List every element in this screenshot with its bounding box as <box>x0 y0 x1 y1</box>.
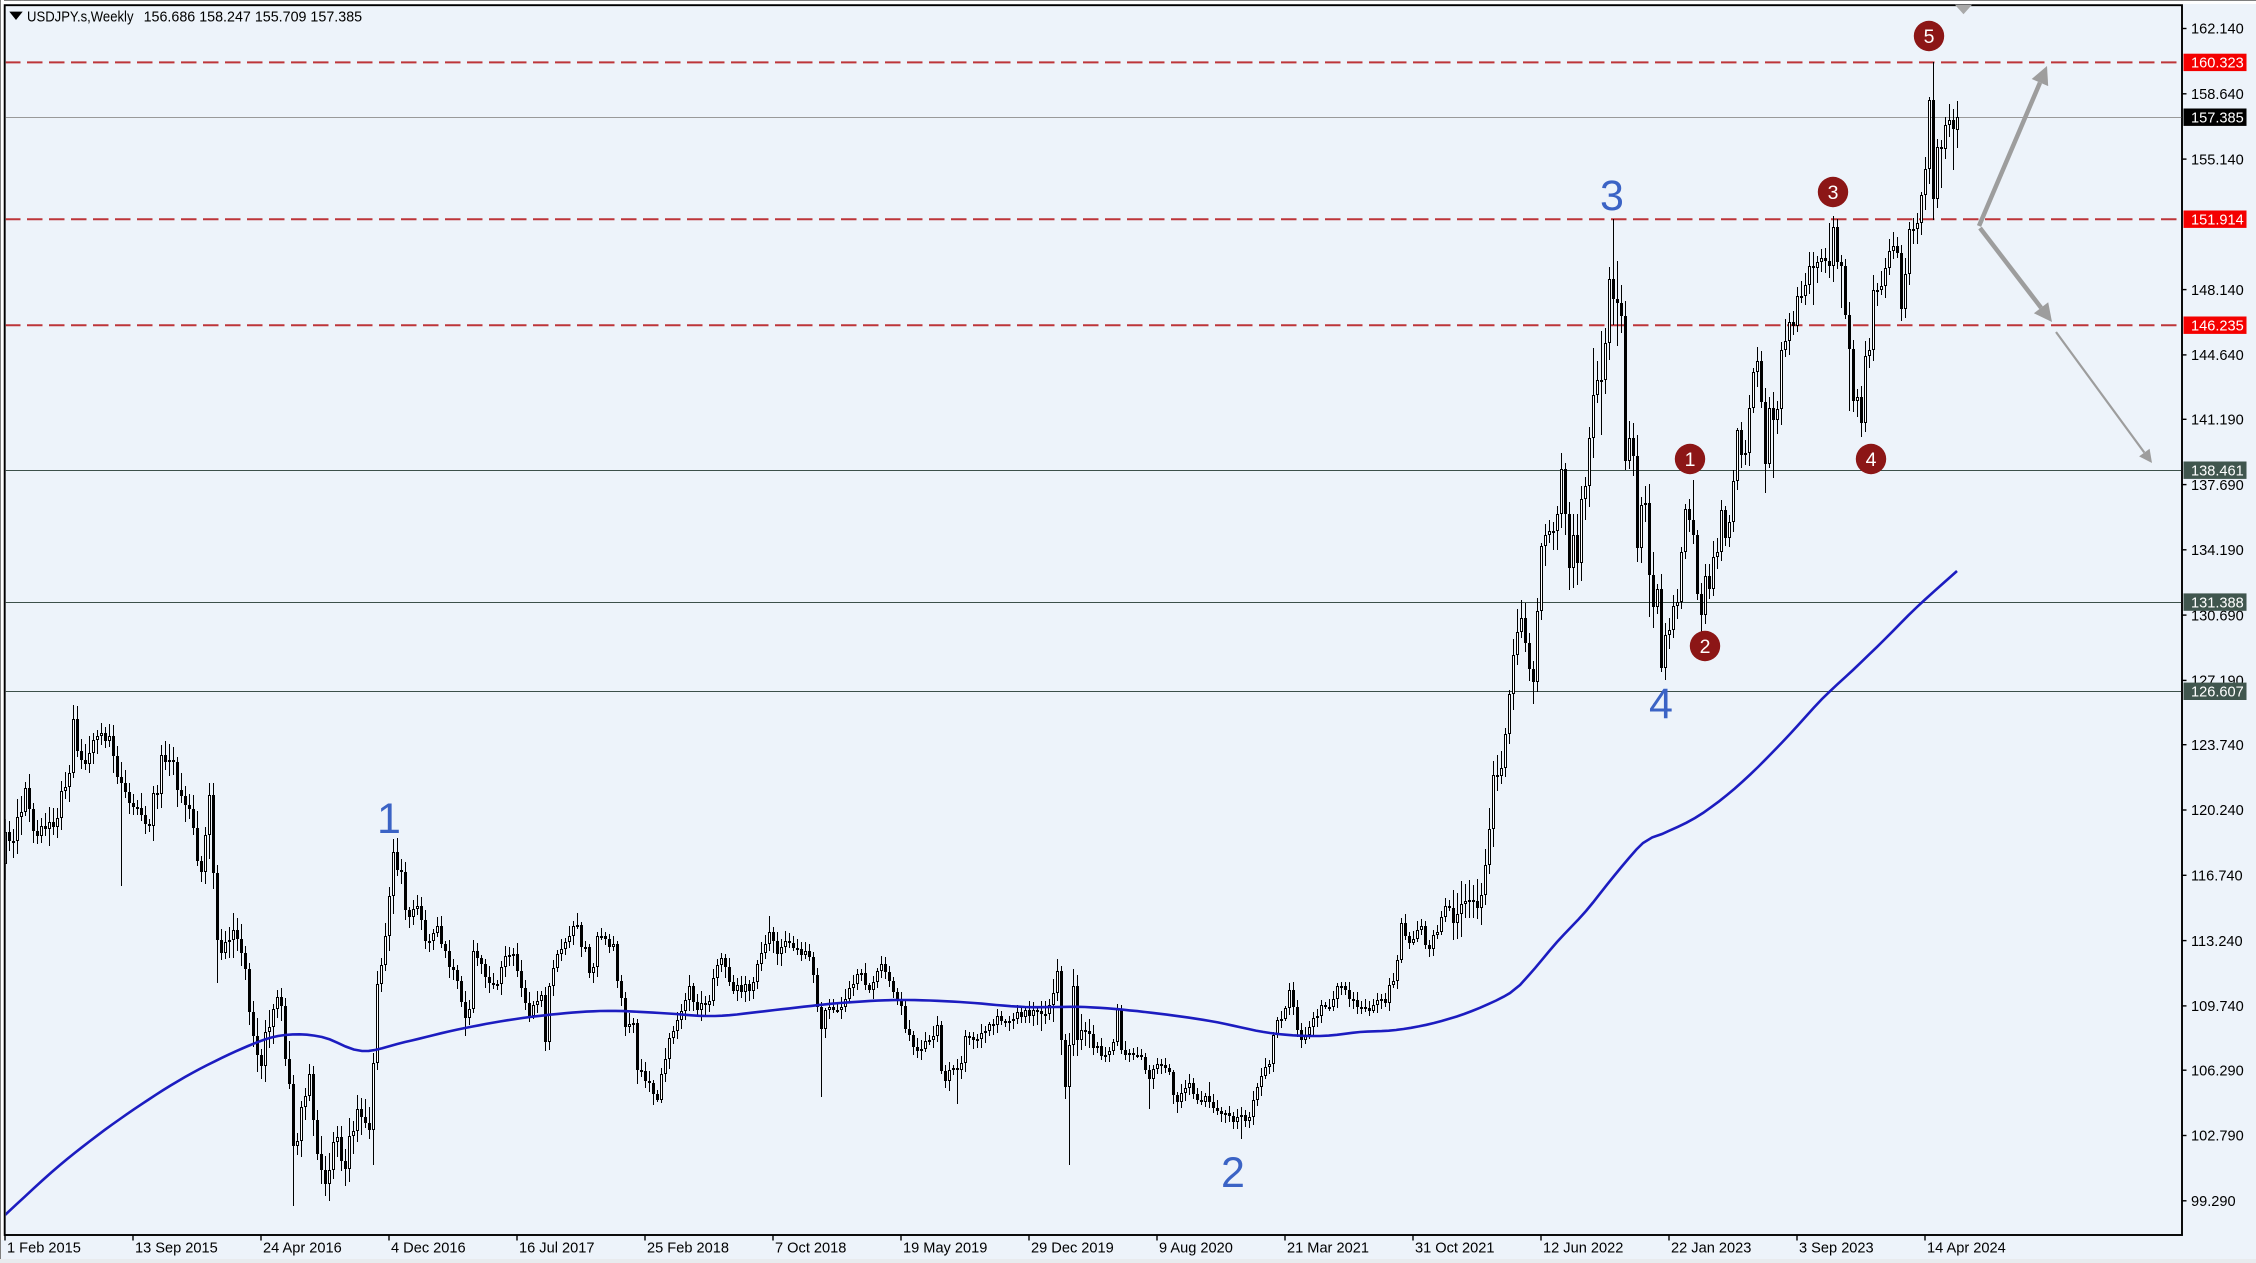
svg-text:5: 5 <box>1924 26 1935 48</box>
svg-text:25 Feb 2018: 25 Feb 2018 <box>647 1241 729 1257</box>
svg-text:3: 3 <box>1600 172 1624 220</box>
svg-text:99.290: 99.290 <box>2191 1194 2236 1210</box>
svg-text:157.385: 157.385 <box>2191 110 2244 126</box>
svg-text:120.240: 120.240 <box>2191 803 2244 819</box>
svg-text:19 May 2019: 19 May 2019 <box>903 1241 987 1257</box>
svg-text:3: 3 <box>1828 182 1839 204</box>
svg-text:2: 2 <box>1700 636 1711 658</box>
svg-text:USDJPY.s,Weekly: USDJPY.s,Weekly <box>27 9 134 25</box>
svg-text:102.790: 102.790 <box>2191 1129 2244 1145</box>
svg-text:131.388: 131.388 <box>2191 595 2244 611</box>
svg-text:24 Apr 2016: 24 Apr 2016 <box>263 1241 342 1257</box>
svg-text:4: 4 <box>1649 680 1673 728</box>
svg-text:1: 1 <box>1685 449 1696 471</box>
svg-text:21 Mar 2021: 21 Mar 2021 <box>1287 1241 1369 1257</box>
svg-text:31 Oct 2021: 31 Oct 2021 <box>1415 1241 1495 1257</box>
svg-text:160.323: 160.323 <box>2191 56 2244 72</box>
svg-text:155.140: 155.140 <box>2191 152 2244 168</box>
svg-text:109.740: 109.740 <box>2191 999 2244 1015</box>
svg-text:4: 4 <box>1866 449 1877 471</box>
svg-text:134.190: 134.190 <box>2191 543 2244 559</box>
svg-text:156.686 158.247 155.709 157.38: 156.686 158.247 155.709 157.385 <box>144 9 363 25</box>
svg-text:138.461: 138.461 <box>2191 463 2244 479</box>
svg-text:141.190: 141.190 <box>2191 413 2244 429</box>
svg-text:146.235: 146.235 <box>2191 318 2244 334</box>
svg-text:4 Dec 2016: 4 Dec 2016 <box>391 1241 466 1257</box>
svg-text:158.640: 158.640 <box>2191 87 2244 103</box>
svg-text:1: 1 <box>377 795 401 843</box>
svg-text:2: 2 <box>1221 1149 1245 1197</box>
svg-text:12 Jun 2022: 12 Jun 2022 <box>1543 1241 1623 1257</box>
svg-text:144.640: 144.640 <box>2191 348 2244 364</box>
svg-text:3 Sep 2023: 3 Sep 2023 <box>1799 1241 1874 1257</box>
svg-text:126.607: 126.607 <box>2191 685 2244 701</box>
svg-text:123.740: 123.740 <box>2191 738 2244 754</box>
svg-text:13 Sep 2015: 13 Sep 2015 <box>135 1241 218 1257</box>
svg-text:106.290: 106.290 <box>2191 1063 2244 1079</box>
svg-text:116.740: 116.740 <box>2191 869 2243 885</box>
svg-text:148.140: 148.140 <box>2191 283 2244 299</box>
svg-text:14 Apr 2024: 14 Apr 2024 <box>1927 1241 2006 1257</box>
svg-text:162.140: 162.140 <box>2191 22 2244 38</box>
svg-text:22 Jan 2023: 22 Jan 2023 <box>1671 1241 1751 1257</box>
svg-text:113.240: 113.240 <box>2191 934 2243 950</box>
svg-text:7 Oct 2018: 7 Oct 2018 <box>775 1241 846 1257</box>
svg-text:1 Feb 2015: 1 Feb 2015 <box>7 1241 81 1257</box>
svg-text:29 Dec 2019: 29 Dec 2019 <box>1031 1241 1114 1257</box>
svg-text:137.690: 137.690 <box>2191 478 2244 494</box>
svg-text:16 Jul 2017: 16 Jul 2017 <box>519 1241 594 1257</box>
svg-text:9 Aug 2020: 9 Aug 2020 <box>1159 1241 1233 1257</box>
svg-text:130.690: 130.690 <box>2191 608 2244 624</box>
svg-text:151.914: 151.914 <box>2191 212 2244 228</box>
